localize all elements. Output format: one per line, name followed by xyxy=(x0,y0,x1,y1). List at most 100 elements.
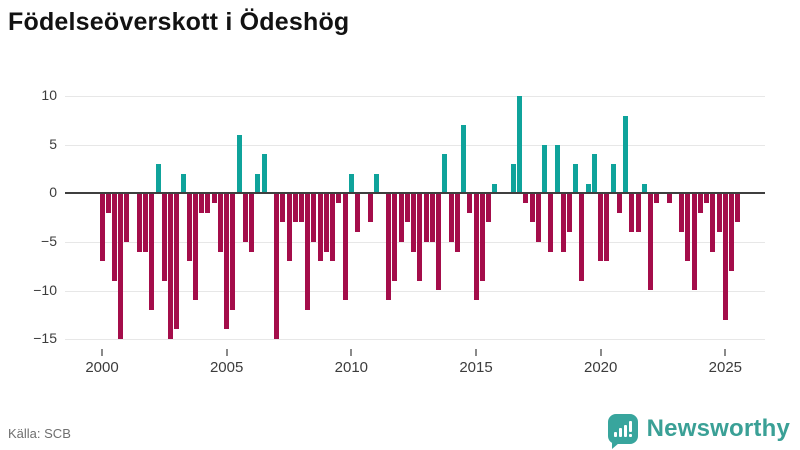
bar xyxy=(168,194,174,340)
bar xyxy=(317,194,323,262)
x-tick-label: 2025 xyxy=(708,359,743,376)
bar xyxy=(124,194,130,242)
bar xyxy=(542,144,548,194)
bar xyxy=(286,194,292,262)
bar xyxy=(355,194,361,233)
bar xyxy=(136,194,142,252)
y-tick-label: 5 xyxy=(49,135,57,152)
bar xyxy=(735,194,741,223)
bar xyxy=(423,194,429,242)
bar xyxy=(604,194,610,262)
bar xyxy=(535,194,541,242)
bar xyxy=(330,194,336,262)
bar xyxy=(392,194,398,281)
bar xyxy=(635,194,641,233)
bar xyxy=(479,194,485,281)
bar xyxy=(398,194,404,242)
grid-line xyxy=(65,96,765,98)
bar xyxy=(573,164,579,194)
bar xyxy=(186,194,192,262)
bar xyxy=(454,194,460,252)
bar xyxy=(193,194,198,301)
bar xyxy=(249,194,255,252)
source-note: Källa: SCB xyxy=(8,426,71,441)
bar xyxy=(311,194,317,242)
bar xyxy=(666,194,672,204)
bar xyxy=(567,194,572,233)
bar xyxy=(155,164,161,194)
bar xyxy=(118,194,124,340)
bar xyxy=(342,194,348,301)
x-tick-mark xyxy=(475,349,477,356)
bar xyxy=(648,194,654,291)
bar xyxy=(111,194,117,281)
bar xyxy=(448,194,454,242)
bar xyxy=(523,194,529,204)
bar xyxy=(99,194,105,262)
bar xyxy=(411,194,417,252)
bar xyxy=(729,194,735,272)
bar xyxy=(560,194,566,252)
bar xyxy=(236,134,242,194)
y-tick-label: −15 xyxy=(33,330,57,347)
y-tick-label: −10 xyxy=(33,281,57,298)
grid-line xyxy=(65,144,765,146)
bar xyxy=(336,194,342,204)
bar xyxy=(180,173,186,194)
bar xyxy=(348,173,354,194)
newsworthy-logo-icon xyxy=(607,414,638,449)
bar xyxy=(579,194,585,281)
bar xyxy=(261,154,267,194)
bar xyxy=(417,194,423,281)
bar xyxy=(242,194,248,242)
bar xyxy=(373,173,379,194)
bar xyxy=(685,194,691,262)
bar xyxy=(323,194,329,252)
bar xyxy=(492,183,498,194)
brand-name: Newsworthy xyxy=(646,415,790,442)
y-tick-label: 10 xyxy=(41,87,57,104)
bar xyxy=(292,194,298,223)
bar xyxy=(429,194,435,242)
bar xyxy=(485,194,491,223)
x-tick-mark xyxy=(101,349,103,356)
bar xyxy=(298,194,304,223)
y-tick-label: −5 xyxy=(41,232,57,249)
bar xyxy=(224,194,230,330)
bar xyxy=(697,194,703,213)
bar xyxy=(554,144,560,194)
x-tick-mark xyxy=(350,349,353,356)
bar xyxy=(149,194,155,310)
newsworthy-brand: Newsworthy xyxy=(607,414,790,449)
bar xyxy=(280,194,286,223)
bar xyxy=(143,194,149,252)
bar xyxy=(710,194,716,252)
bar xyxy=(205,194,211,213)
bar xyxy=(716,194,722,233)
x-tick-mark xyxy=(724,349,727,356)
bar xyxy=(585,183,591,194)
bar xyxy=(623,115,629,194)
bar xyxy=(211,194,217,204)
bar xyxy=(616,194,622,213)
x-tick-label: 2015 xyxy=(459,359,493,376)
bar xyxy=(704,194,710,204)
bar xyxy=(591,154,597,194)
grid-line xyxy=(65,290,765,292)
x-tick-label: 2010 xyxy=(334,359,369,376)
x-tick-mark xyxy=(599,349,602,356)
bar xyxy=(517,96,523,194)
bar xyxy=(467,194,473,213)
bar xyxy=(610,164,616,194)
y-tick-label: 0 xyxy=(49,184,57,201)
bar xyxy=(461,125,467,194)
bar xyxy=(722,194,728,320)
x-tick-label: 2000 xyxy=(85,359,119,376)
bar xyxy=(174,194,180,330)
bar xyxy=(654,194,660,204)
bar xyxy=(473,194,479,301)
bar xyxy=(442,154,448,194)
bar xyxy=(386,194,392,301)
bar xyxy=(510,164,516,194)
